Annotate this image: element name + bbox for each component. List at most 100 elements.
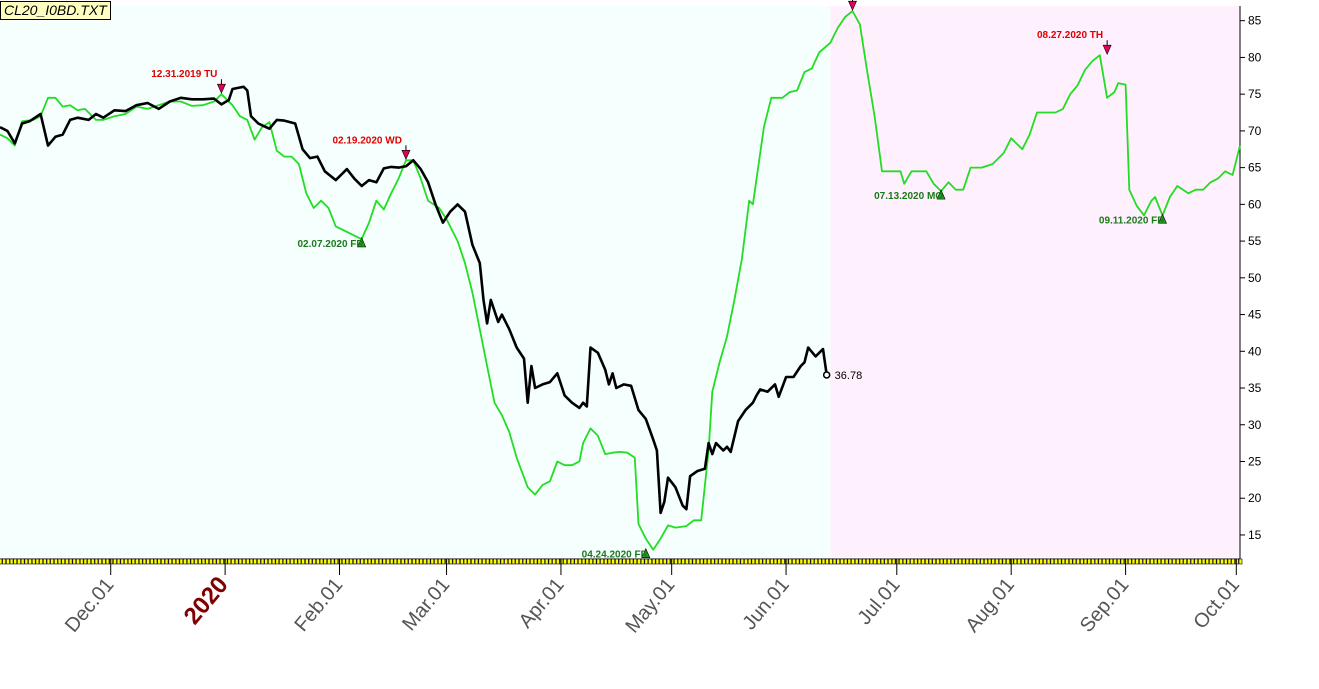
x-day-tick: [1091, 558, 1095, 565]
x-day-tick: [260, 558, 265, 565]
history-band: [0, 6, 831, 557]
x-day-tick: [803, 558, 807, 565]
x-day-tick: [980, 558, 984, 565]
x-day-tick: [312, 558, 316, 565]
x-day-tick: [94, 558, 99, 565]
x-day-tick: [677, 558, 682, 565]
y-tick-label: 45: [1248, 308, 1262, 322]
x-day-tick: [567, 558, 571, 565]
x-day-tick: [504, 558, 508, 565]
x-day-tick: [548, 558, 553, 565]
x-day-tick: [138, 558, 143, 565]
last-value-label: 36.78: [835, 370, 863, 382]
x-day-tick: [400, 558, 405, 565]
y-tick-label: 35: [1248, 381, 1262, 395]
x-day-tick: [1198, 558, 1202, 565]
x-day-tick: [688, 558, 693, 565]
x-day-tick: [9, 558, 14, 565]
x-day-tick: [456, 558, 460, 565]
x-day-tick: [770, 558, 774, 565]
x-day-tick: [474, 558, 479, 565]
x-day-tick: [485, 558, 490, 565]
x-day-tick: [921, 558, 925, 565]
x-day-tick: [349, 558, 353, 565]
x-day-tick: [795, 558, 800, 565]
x-day-tick: [744, 558, 748, 565]
x-day-tick: [891, 558, 896, 565]
x-day-tick: [297, 558, 302, 565]
x-day-tick: [375, 558, 379, 565]
x-day-tick: [323, 558, 328, 565]
x-day-tick: [1220, 558, 1224, 565]
x-day-tick: [1043, 558, 1047, 565]
bottom-marker: [936, 189, 946, 200]
x-day-tick: [939, 558, 944, 565]
x-day-tick: [659, 558, 663, 565]
y-tick-label: 65: [1248, 161, 1262, 175]
x-day-tick: [489, 558, 494, 565]
x-day-tick: [98, 558, 102, 565]
x-day-tick: [1168, 558, 1173, 565]
x-day-tick: [264, 558, 269, 565]
x-day-tick: [290, 558, 294, 565]
x-day-tick: [1102, 558, 1106, 565]
x-day-tick: [943, 558, 948, 565]
x-day-tick: [467, 558, 471, 565]
x-day-tick: [46, 558, 51, 565]
x-day-tick: [662, 558, 667, 565]
x-day-tick: [282, 558, 287, 565]
x-day-tick: [1109, 558, 1114, 565]
x-day-tick: [740, 558, 745, 565]
x-day-tick: [1157, 558, 1162, 565]
x-day-tick: [1083, 558, 1088, 565]
forecast-band: [830, 6, 1240, 557]
x-day-tick: [175, 558, 180, 565]
x-day-tick: [1223, 558, 1228, 565]
x-day-tick: [471, 558, 475, 565]
x-day-tick: [511, 558, 516, 565]
x-day-tick: [1105, 558, 1110, 565]
x-day-tick: [788, 558, 793, 565]
x-day-tick: [725, 558, 730, 565]
x-day-tick: [570, 558, 575, 565]
x-day-tick: [674, 558, 678, 565]
x-day-tick: [1120, 558, 1125, 565]
x-day-tick: [563, 558, 567, 565]
x-day-tick: [555, 558, 560, 565]
x-day-tick: [1135, 558, 1139, 565]
x-day-tick: [965, 558, 970, 565]
x-day-tick: [194, 558, 198, 565]
x-day-tick: [135, 558, 139, 565]
x-day-tick: [305, 558, 309, 565]
x-day-tick: [423, 558, 427, 565]
y-tick-label: 80: [1248, 50, 1262, 64]
x-day-tick: [574, 558, 579, 565]
x-day-tick: [747, 558, 752, 565]
x-day-tick: [197, 558, 202, 565]
x-day-tick: [1072, 558, 1077, 565]
x-day-tick: [419, 558, 424, 565]
x-day-tick: [961, 558, 966, 565]
x-day-tick: [1212, 558, 1217, 565]
x-day-tick: [1190, 558, 1195, 565]
x-day-tick: [1054, 558, 1058, 565]
x-day-tick: [858, 558, 863, 565]
x-day-tick: [327, 558, 331, 565]
x-day-tick: [618, 558, 623, 565]
y-tick-label: 55: [1248, 234, 1262, 248]
x-day-tick: [519, 558, 523, 565]
x-day-tick: [493, 558, 497, 565]
x-day-tick: [209, 558, 213, 565]
x-day-tick: [733, 558, 737, 565]
x-day-tick: [526, 558, 531, 565]
x-day-tick: [389, 558, 394, 565]
x-tick-label: Oct.01: [1189, 574, 1244, 633]
x-day-tick: [1006, 558, 1010, 565]
x-day-tick: [172, 558, 176, 565]
y-tick-label: 25: [1248, 454, 1262, 468]
x-day-tick: [947, 558, 951, 565]
x-day-tick: [415, 558, 420, 565]
x-day-tick: [928, 558, 933, 565]
x-day-tick: [1139, 558, 1143, 565]
